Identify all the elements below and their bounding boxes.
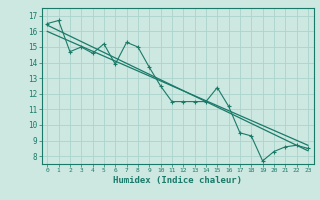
X-axis label: Humidex (Indice chaleur): Humidex (Indice chaleur) (113, 176, 242, 185)
